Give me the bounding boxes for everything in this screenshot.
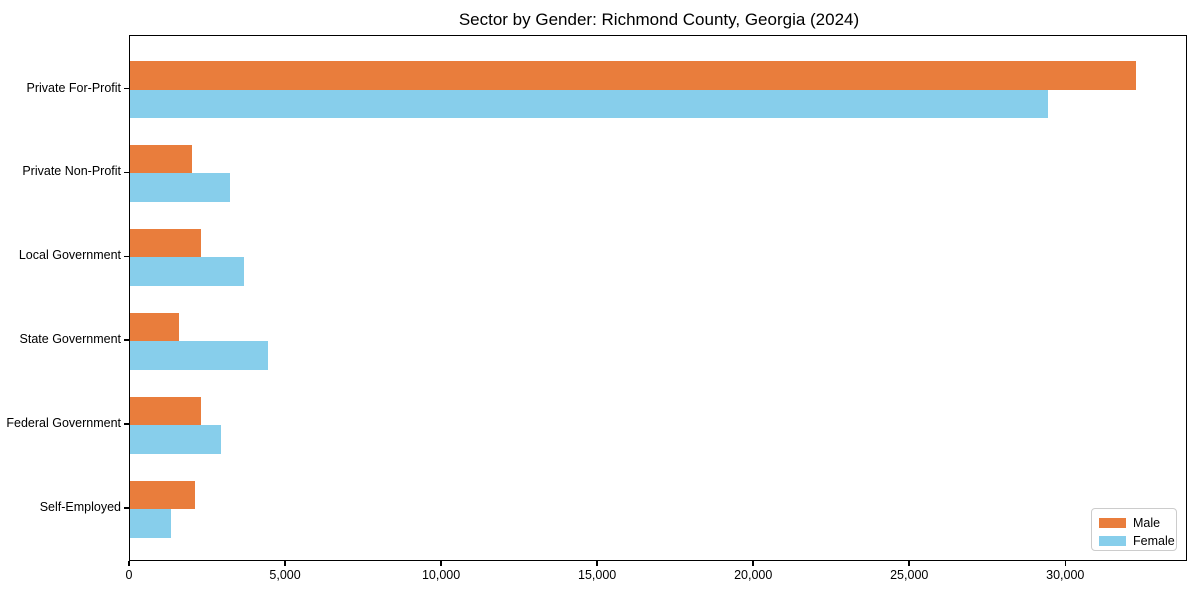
y-tick [124, 423, 129, 425]
x-tick [752, 561, 754, 566]
bar-female-local-government [130, 257, 244, 286]
legend-label-male: Male [1133, 516, 1161, 530]
legend-label-female: Female [1133, 534, 1175, 548]
bar-male-self-employed [130, 480, 195, 509]
x-tick-label-30000: 30,000 [1046, 568, 1085, 582]
x-tick-label-10000: 10,000 [421, 568, 461, 582]
legend-entry-male: Male [1099, 516, 1160, 530]
bar-female-self-employed [130, 509, 172, 538]
bar-male-local-government [130, 228, 202, 258]
y-tick [124, 255, 129, 258]
x-tick [908, 561, 910, 566]
bar-male-private-non-profit [130, 144, 193, 174]
y-tick-label-private-for-profit: Private For-Profit [26, 80, 121, 95]
bar-male-private-for-profit [130, 61, 1137, 90]
bar-female-private-non-profit [130, 173, 230, 202]
chart-title: Sector by Gender: Richmond County, Georg… [458, 10, 860, 29]
plot-area [129, 35, 1187, 561]
y-tick-label-private-non-profit: Private Non-Profit [22, 164, 121, 179]
x-tick-label-20000: 20,000 [734, 568, 773, 582]
x-tick-label-0: 0 [125, 568, 133, 582]
bar-female-federal-government [130, 425, 222, 454]
x-tick [1064, 561, 1067, 566]
bar-female-state-government [130, 341, 268, 370]
bar-male-federal-government [130, 396, 201, 426]
x-tick [440, 561, 442, 566]
y-tick [124, 507, 129, 509]
x-tick-label-15000: 15,000 [578, 568, 617, 582]
y-tick-label-state-government: State Government [19, 332, 121, 347]
x-tick [128, 561, 130, 566]
y-tick [124, 87, 129, 90]
x-tick [284, 561, 286, 566]
y-tick-label-federal-government: Federal Government [6, 416, 121, 431]
x-tick-label-25000: 25,000 [890, 568, 929, 582]
y-tick-label-local-government: Local Government [18, 248, 121, 263]
bar-male-state-government [130, 312, 179, 342]
y-tick [124, 171, 129, 174]
legend-entry-female: Female [1099, 534, 1175, 548]
y-tick-label-self-employed: Self-Employed [39, 500, 121, 514]
y-tick [124, 339, 129, 341]
x-tick [596, 561, 598, 566]
x-tick-label-5000: 5,000 [269, 568, 301, 582]
bar-female-private-for-profit [130, 89, 1049, 118]
legend-swatch-male [1099, 518, 1126, 528]
legend-swatch-female [1099, 536, 1126, 546]
legend: Male Female [1091, 508, 1177, 551]
